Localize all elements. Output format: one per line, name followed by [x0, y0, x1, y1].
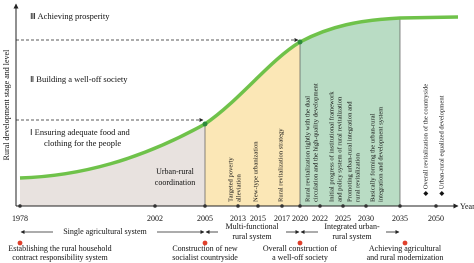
year-label: 2025	[335, 214, 351, 223]
period-label: Single agricultural system	[63, 227, 147, 236]
phase-note: circulation and the high-quality develop…	[313, 83, 320, 202]
year-label: 2022	[312, 214, 328, 223]
year-dot	[280, 204, 284, 208]
year-dot	[318, 204, 322, 208]
event-label: and rural modernization	[367, 253, 444, 262]
phase-note: Targeted poverty	[228, 157, 235, 202]
year-dot	[203, 204, 207, 208]
phase-note: and policy system of rural revitalizatio…	[337, 96, 344, 202]
year-label: 2013	[230, 214, 246, 223]
phase-note: Basically forming the urban-rural	[370, 113, 377, 202]
period-label: rural system	[232, 232, 272, 241]
year-dot	[364, 204, 368, 208]
event-dot	[297, 240, 303, 246]
event-label: Overall construction of	[263, 244, 338, 253]
content: Ⅲ Achieving prosperity Ⅱ Building a well-…	[8, 11, 445, 262]
year-dot	[398, 204, 402, 208]
event-dot	[17, 240, 23, 246]
event-label: socialist countryside	[172, 253, 238, 262]
period-label: Integrated urban-	[324, 222, 380, 231]
year-dot	[153, 204, 157, 208]
year-label: 2005	[197, 214, 213, 223]
event-label: a well-off society	[272, 253, 328, 262]
period-label: rural system	[332, 232, 372, 241]
year-label: 2050	[428, 214, 444, 223]
event-label: Construction of new	[172, 244, 238, 253]
year-label: 2017	[274, 214, 290, 223]
region-1	[20, 124, 205, 206]
phase-note: alleviation	[236, 173, 243, 202]
x-axis-label: Year	[460, 202, 474, 211]
year-dot	[18, 204, 22, 208]
stage-label: Ⅰ Ensuring adequate food and	[30, 127, 131, 137]
event-label: Establishing the rural household	[8, 244, 111, 253]
phase-note: Promoting urban-rural integration and	[347, 101, 354, 202]
phase-note: Initial progress of institutional framew…	[329, 91, 336, 202]
curve-dot	[297, 39, 303, 45]
year-dot	[341, 204, 345, 208]
region-3	[300, 18, 400, 206]
phase-label: coordination	[155, 178, 195, 187]
phase-note: New-type urbanization	[253, 141, 260, 202]
phase-note: ◆ Urban-rural equalized development	[439, 95, 446, 196]
stage-label: clothing for the people	[44, 138, 121, 148]
year-label: 2002	[147, 214, 163, 223]
curve-dot	[202, 121, 208, 127]
phase-note: rural revitalization	[355, 152, 362, 202]
y-axis-label: Rural development stage and level	[2, 49, 11, 160]
year-label: 2020	[292, 214, 308, 223]
year-dot	[236, 204, 240, 208]
phase-label: Urban-rural	[156, 167, 195, 176]
stage-label: Ⅲ Achieving prosperity	[30, 11, 110, 21]
year-label: 2015	[250, 214, 266, 223]
phase-note: Rural revitalization tightly with the du…	[305, 96, 312, 202]
development-curve	[19, 15, 459, 180]
year-label: 2035	[392, 214, 408, 223]
year-dot	[298, 204, 302, 208]
year-dot	[256, 204, 260, 208]
year-label: 2030	[358, 214, 374, 223]
regions	[20, 18, 401, 206]
event-label: Achieving agricultural	[369, 244, 442, 253]
year-dot	[434, 204, 438, 208]
event-dot	[402, 240, 408, 246]
event-dot	[202, 240, 208, 246]
stage-label: Ⅱ Building a well-off society	[30, 74, 128, 84]
period-label: Multi-functional	[226, 222, 280, 231]
phase-note: integration and development system	[378, 106, 385, 202]
event-label: contract responsibility system	[12, 253, 108, 262]
phase-note: ◆ Overall revitalization of the countrys…	[423, 84, 430, 196]
year-label: 1978	[12, 214, 28, 223]
phase-note: Rural revitalization strategy	[278, 128, 285, 202]
region-2	[205, 42, 300, 206]
